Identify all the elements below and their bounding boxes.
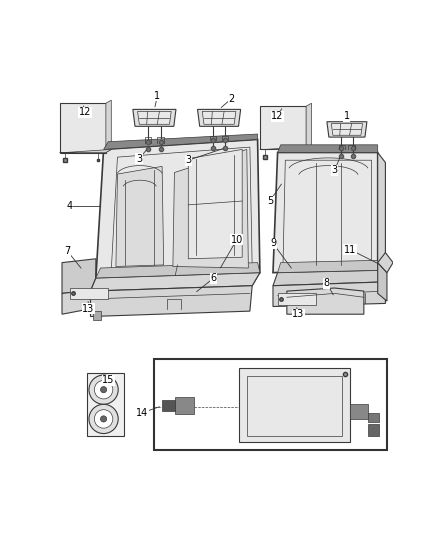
Polygon shape xyxy=(350,403,367,419)
Circle shape xyxy=(100,386,107,393)
Circle shape xyxy=(89,405,118,433)
Polygon shape xyxy=(60,149,111,152)
Text: 7: 7 xyxy=(64,246,71,256)
Text: 8: 8 xyxy=(324,278,330,288)
Text: 15: 15 xyxy=(102,375,114,385)
Polygon shape xyxy=(96,140,260,278)
Circle shape xyxy=(89,375,118,405)
Polygon shape xyxy=(287,288,364,314)
Polygon shape xyxy=(162,400,175,411)
Text: 13: 13 xyxy=(292,309,304,319)
Text: 1: 1 xyxy=(344,111,350,122)
Polygon shape xyxy=(331,124,363,135)
Text: 14: 14 xyxy=(136,408,148,418)
Polygon shape xyxy=(175,398,194,414)
Polygon shape xyxy=(278,294,316,305)
Polygon shape xyxy=(273,270,385,286)
Polygon shape xyxy=(278,145,378,152)
Polygon shape xyxy=(327,122,367,137)
Polygon shape xyxy=(173,149,248,268)
Text: 12: 12 xyxy=(272,111,284,122)
Polygon shape xyxy=(111,147,252,270)
Polygon shape xyxy=(202,111,236,124)
Polygon shape xyxy=(96,263,260,278)
Text: 2: 2 xyxy=(228,94,234,103)
Polygon shape xyxy=(138,111,171,124)
Text: 10: 10 xyxy=(231,235,243,245)
Text: 9: 9 xyxy=(270,238,276,248)
Text: 5: 5 xyxy=(267,196,273,206)
Polygon shape xyxy=(87,373,124,436)
Polygon shape xyxy=(60,103,106,152)
Polygon shape xyxy=(260,106,306,149)
Polygon shape xyxy=(273,152,378,273)
Text: 3: 3 xyxy=(136,154,142,164)
Polygon shape xyxy=(62,289,96,314)
Text: 13: 13 xyxy=(82,304,94,314)
Text: 3: 3 xyxy=(332,165,338,175)
Text: 6: 6 xyxy=(211,273,217,283)
Text: 11: 11 xyxy=(344,245,356,255)
Polygon shape xyxy=(116,166,164,266)
Circle shape xyxy=(94,381,113,399)
Circle shape xyxy=(94,410,113,428)
Text: 1: 1 xyxy=(155,91,161,101)
Polygon shape xyxy=(70,288,108,299)
Polygon shape xyxy=(133,109,176,126)
Polygon shape xyxy=(93,311,100,320)
Polygon shape xyxy=(91,273,260,291)
Polygon shape xyxy=(106,100,111,152)
Polygon shape xyxy=(367,424,379,436)
Polygon shape xyxy=(367,413,379,422)
Polygon shape xyxy=(103,134,258,149)
Circle shape xyxy=(100,416,107,422)
Polygon shape xyxy=(273,282,385,306)
Text: 3: 3 xyxy=(185,155,191,165)
Text: 12: 12 xyxy=(79,108,91,117)
Polygon shape xyxy=(378,152,385,282)
Polygon shape xyxy=(198,109,240,126)
Polygon shape xyxy=(260,147,311,149)
Polygon shape xyxy=(239,368,350,442)
Polygon shape xyxy=(188,149,242,259)
Text: 4: 4 xyxy=(67,201,73,212)
Polygon shape xyxy=(378,263,387,301)
Bar xyxy=(155,359,387,450)
Polygon shape xyxy=(306,103,311,149)
Polygon shape xyxy=(283,160,371,265)
Polygon shape xyxy=(378,253,393,273)
Polygon shape xyxy=(91,273,260,291)
Polygon shape xyxy=(91,286,252,317)
Polygon shape xyxy=(278,260,378,273)
Polygon shape xyxy=(62,259,96,294)
